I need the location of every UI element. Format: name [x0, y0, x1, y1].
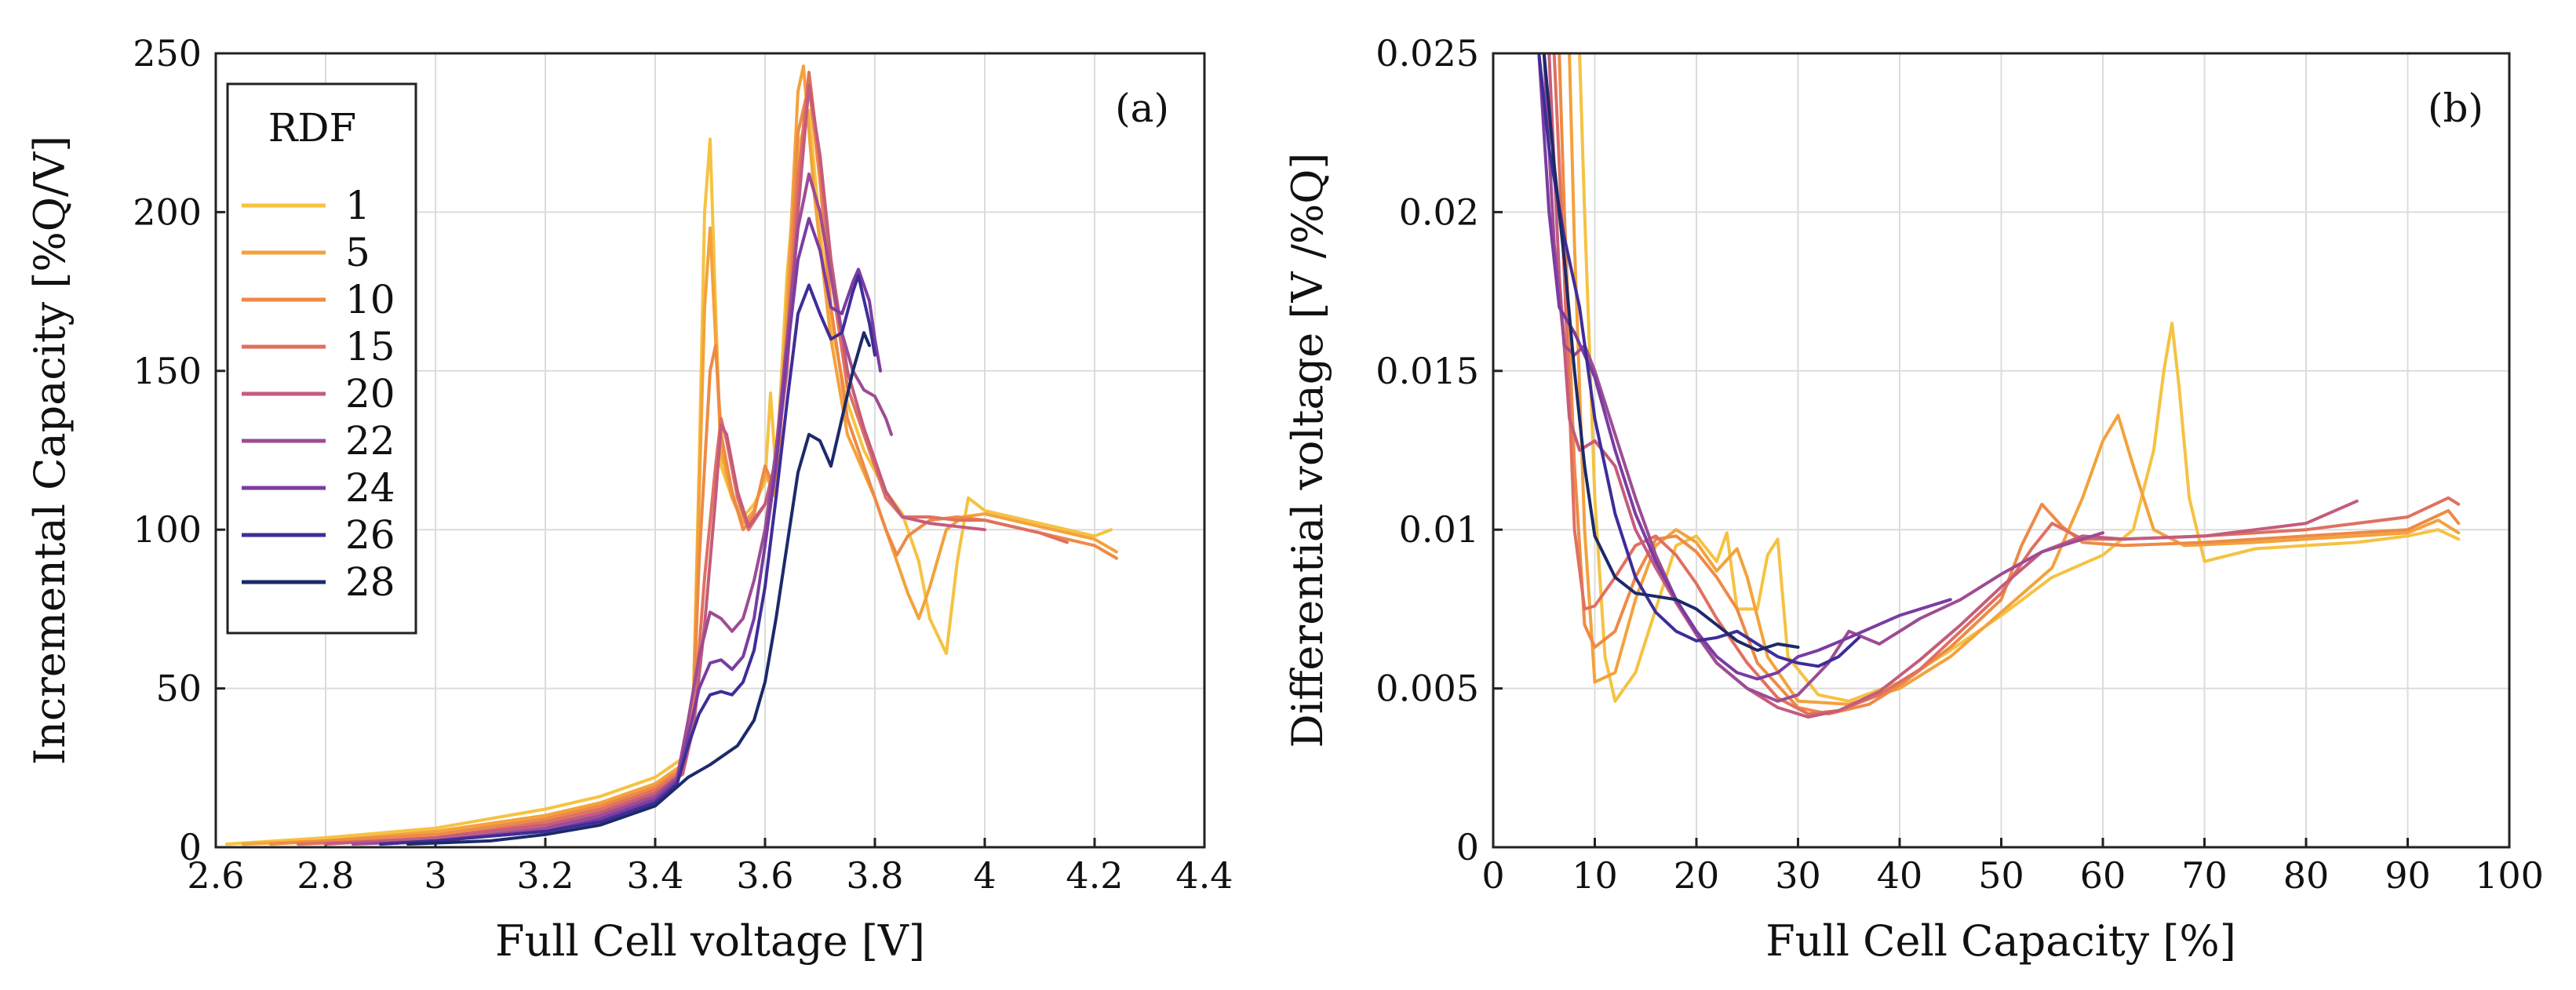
panel-a-y-tick-label: 50 [155, 668, 202, 710]
panel-b-differential-voltage-chart: 0 10 20 30 40 50 60 70 80 90 100 0 0.005 0.01 0.015 0.… [1283, 32, 2544, 966]
legend-label-rdf-1: 1 [345, 183, 370, 228]
panel-a-x-tick-label: 4.4 [1175, 854, 1233, 897]
panel-a-series-rdf-24 [379, 217, 882, 846]
panel-b-x-tick-label: 90 [2385, 854, 2431, 897]
panel-b-series-rdf-22 [1542, 53, 2104, 703]
panel-a-x-tick-labels: 2.6 2.8 3 3.2 3.4 3.6 3.8 4 4.2 4.4 [187, 854, 1233, 897]
panel-a-x-tick-label: 3.2 [516, 854, 574, 897]
panel-b-y-tick-label: 0.01 [1399, 508, 1479, 551]
panel-b-x-tick-label: 80 [2283, 854, 2330, 897]
panel-a-y-tick-label: 0 [179, 826, 202, 868]
panel-b-series-rdf-5 [1568, 53, 2461, 706]
panel-a-axes-frame [214, 52, 1206, 849]
panel-a-y-tick-labels: 0 50 100 150 200 250 [133, 32, 202, 868]
panel-a-series-rdf-28 [406, 331, 871, 846]
panel-b-y-tick-label: 0.015 [1375, 350, 1479, 392]
panel-a-x-tick-label: 2.6 [187, 854, 244, 897]
panel-b-series-rdf-20 [1547, 53, 2359, 719]
legend-title: RDF [268, 105, 356, 151]
legend-label-rdf-5: 5 [345, 230, 370, 275]
panel-b-x-tick-label: 30 [1775, 854, 1821, 897]
panel-b-y-tick-label: 0.025 [1375, 32, 1479, 75]
panel-b-y-tick-labels: 0 0.005 0.01 0.015 0.02 0.025 [1375, 32, 1479, 868]
panel-b-y-tick-label: 0.005 [1375, 668, 1479, 710]
legend-label-rdf-10: 10 [345, 277, 395, 322]
panel-a-label: (a) [1115, 86, 1169, 131]
panel-a-y-tick-label: 200 [133, 191, 202, 233]
panel-a-x-tick-label: 3.4 [626, 854, 683, 897]
panel-a-x-tick-label: 3.8 [846, 854, 903, 897]
panel-b-series-rdf-28 [1542, 53, 1800, 652]
panel-a-y-axis-label: Incremental Capacity [%Q/V] [25, 136, 75, 765]
panel-b-y-tick-label: 0 [1456, 826, 1479, 868]
panel-a-series-rdf-22 [352, 172, 893, 846]
panel-b-label: (b) [2428, 86, 2483, 131]
panel-a-y-tick-label: 100 [133, 508, 202, 551]
panel-b-x-tick-label: 20 [1674, 854, 1720, 897]
legend-label-rdf-26: 26 [345, 512, 395, 558]
panel-b-x-tick-label: 100 [2475, 854, 2544, 897]
panel-a-x-tick-label: 4.2 [1066, 854, 1123, 897]
legend-box [226, 82, 417, 635]
panel-b-x-tick-labels: 0 10 20 30 40 50 60 70 80 90 100 [1481, 854, 2544, 897]
panel-b-x-axis-label: Full Cell Capacity [%] [1765, 916, 2236, 966]
panel-b-x-tick-label: 40 [1877, 854, 1923, 897]
panel-a-x-tick-label: 3.6 [736, 854, 793, 897]
panel-b-x-tick-label: 10 [1572, 854, 1618, 897]
panel-b-x-tick-label: 60 [2080, 854, 2126, 897]
panel-a-y-tick-label: 150 [133, 350, 202, 392]
legend-label-rdf-24: 24 [345, 465, 395, 511]
legend-label-rdf-20: 20 [345, 371, 395, 417]
panel-b-series-rdf-1 [1578, 53, 2461, 703]
legend-label-rdf-22: 22 [345, 418, 395, 464]
panel-b-y-axis-label: Differential voltage [V /%Q] [1283, 153, 1332, 748]
legend-label-rdf-15: 15 [345, 324, 395, 369]
panel-b-series-rdf-24 [1537, 53, 1952, 681]
panel-a-x-tick-label: 4 [973, 854, 996, 897]
panel-b-x-tick-label: 70 [2181, 854, 2228, 897]
panel-b-series-lines [1537, 53, 2461, 719]
panel-b-series-rdf-26 [1537, 53, 1861, 668]
panel-b-axes-frame [1492, 52, 2511, 849]
panel-a-x-tick-label: 2.8 [297, 854, 354, 897]
panel-b-x-tick-label: 0 [1481, 854, 1504, 897]
panel-b-y-tick-label: 0.02 [1399, 191, 1479, 233]
panel-b-x-tick-label: 50 [1978, 854, 2024, 897]
panel-a-x-tick-label: 3 [424, 854, 446, 897]
panel-a-x-axis-label: Full Cell voltage [V] [495, 916, 925, 966]
panel-a-series-rdf-26 [379, 274, 876, 846]
panel-a-y-tick-label: 250 [133, 32, 202, 75]
panel-a-series-lines [225, 64, 1118, 846]
panel-a-incremental-capacity-chart: 2.6 2.8 3 3.2 3.4 3.6 3.8 4 4.2 4.4 0 50 100 150 200 2… [25, 32, 1233, 966]
legend-label-rdf-28: 28 [345, 559, 395, 605]
